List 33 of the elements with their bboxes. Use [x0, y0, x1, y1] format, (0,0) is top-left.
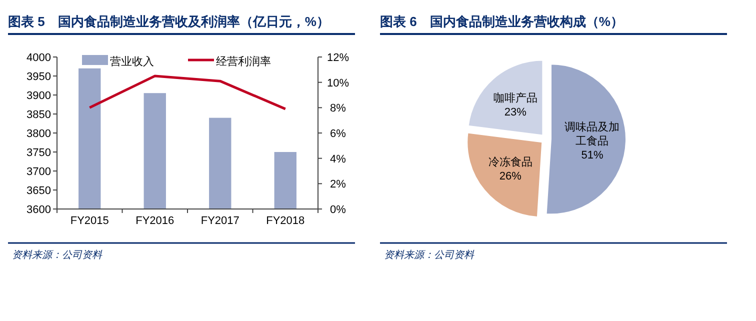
chart-title: 图表 6 国内食品制造业务营收构成（%）: [380, 14, 624, 29]
text: 资料来源：公司资料: [12, 249, 103, 261]
line-series: [88, 74, 287, 110]
slice-label: 冷冻食品: [488, 155, 532, 168]
y-tick-label: 3650: [26, 185, 51, 197]
x-tick-label: FY2016: [136, 215, 174, 227]
x-tick-label: FY2015: [70, 215, 109, 227]
legend-label: 经营利润率: [216, 55, 271, 68]
y-tick-label: 3600: [26, 204, 51, 216]
data-label: 23%: [504, 106, 527, 118]
y2-tick-label: 2%: [330, 178, 346, 191]
slice-label: 调味品及加工食品: [564, 120, 620, 148]
slice-label: 咖啡产品: [493, 91, 538, 104]
y-tick-label: 4000: [26, 52, 51, 64]
y-tick-label: 3950: [26, 71, 51, 83]
y2-tick-label: 6%: [330, 128, 346, 140]
y2-tick-label: 12%: [326, 52, 350, 64]
text: 资料来源：公司资料: [384, 249, 475, 261]
y-tick-label: 3750: [26, 147, 51, 159]
x-tick-label: FY2017: [200, 215, 240, 227]
legend-label: 营业收入: [110, 55, 154, 68]
y-tick-label: 3800: [26, 128, 51, 140]
y-tick-label: 3700: [26, 166, 51, 178]
x-tick-label: FY2018: [266, 215, 305, 227]
data-label: 51%: [581, 149, 604, 162]
y2-tick-label: 4%: [330, 153, 346, 166]
chart-title: 图表 5 国内食品制造业务营收及利润率（亿日元，%）: [8, 14, 330, 29]
y2-tick-label: 0%: [330, 204, 346, 216]
y2-tick-label: 8%: [330, 102, 346, 115]
y-tick-label: 3900: [26, 90, 51, 102]
data-label: 26%: [499, 170, 522, 182]
y2-tick-label: 10%: [326, 77, 350, 90]
y-tick-label: 3850: [26, 109, 51, 121]
